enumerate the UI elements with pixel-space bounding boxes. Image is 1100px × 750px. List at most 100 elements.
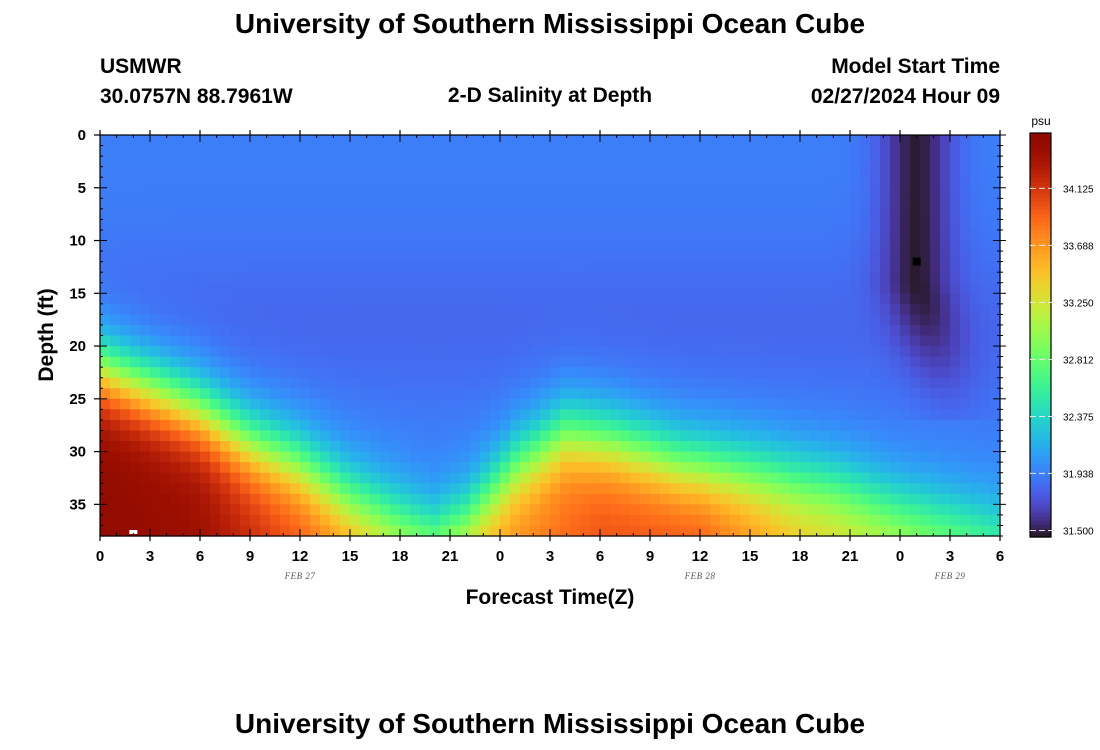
heatmap-cell bbox=[980, 229, 991, 242]
heatmap-cell bbox=[590, 419, 601, 432]
heatmap-cell bbox=[730, 314, 741, 326]
heatmap-cell bbox=[800, 240, 811, 252]
heatmap-cell bbox=[140, 229, 151, 242]
heatmap-cell bbox=[450, 314, 461, 326]
heatmap-cell bbox=[890, 514, 901, 527]
heatmap-cell bbox=[790, 272, 801, 284]
heatmap-cell bbox=[320, 419, 331, 432]
heatmap-cell bbox=[540, 240, 551, 252]
heatmap-cell bbox=[430, 187, 441, 199]
heatmap-cell bbox=[290, 388, 301, 400]
heatmap-cell bbox=[220, 493, 231, 505]
heatmap-cell bbox=[300, 462, 311, 474]
heatmap-cell bbox=[750, 493, 761, 505]
heatmap-cell bbox=[940, 261, 951, 273]
heatmap-cell bbox=[810, 156, 821, 168]
heatmap-cell bbox=[430, 388, 441, 400]
heatmap-cell bbox=[530, 282, 541, 294]
heatmap-cell bbox=[200, 525, 211, 537]
heatmap-cell bbox=[210, 441, 221, 453]
heatmap-cell bbox=[520, 282, 531, 294]
heatmap-cell bbox=[560, 145, 571, 157]
heatmap-cell bbox=[500, 251, 511, 263]
heatmap-cell bbox=[620, 251, 631, 263]
heatmap-cell bbox=[530, 472, 541, 484]
heatmap-cell bbox=[830, 462, 841, 474]
heatmap-cell bbox=[480, 198, 491, 210]
heatmap-cell bbox=[210, 377, 221, 389]
heatmap-cell bbox=[650, 514, 661, 527]
heatmap-cell bbox=[770, 282, 781, 294]
heatmap-cell bbox=[720, 367, 731, 379]
heatmap-cell bbox=[630, 324, 641, 337]
heatmap-cell bbox=[210, 229, 221, 242]
heatmap-cell bbox=[480, 346, 491, 358]
heatmap-cell bbox=[900, 388, 911, 400]
heatmap-cell bbox=[790, 261, 801, 273]
heatmap-cell bbox=[730, 472, 741, 484]
heatmap-cell bbox=[320, 282, 331, 294]
heatmap-cell bbox=[170, 177, 181, 189]
heatmap-cell bbox=[600, 282, 611, 294]
heatmap-cell bbox=[400, 198, 411, 210]
heatmap-cell bbox=[920, 409, 931, 421]
heatmap-cell bbox=[610, 293, 621, 305]
heatmap-cell bbox=[280, 261, 291, 273]
heatmap-cell bbox=[370, 430, 381, 442]
heatmap-cell bbox=[400, 419, 411, 432]
heatmap-cell bbox=[220, 419, 231, 432]
heatmap-cell bbox=[270, 504, 281, 516]
heatmap-cell bbox=[400, 483, 411, 495]
heatmap-cell bbox=[180, 166, 191, 178]
heatmap-cell bbox=[960, 430, 971, 442]
heatmap-cell bbox=[650, 462, 661, 474]
heatmap-cell bbox=[340, 229, 351, 242]
heatmap-cell bbox=[750, 314, 761, 326]
heatmap-cell bbox=[180, 135, 191, 147]
heatmap-cell bbox=[930, 504, 941, 516]
heatmap-cell bbox=[640, 229, 651, 242]
heatmap-cell bbox=[750, 219, 761, 231]
heatmap-cell bbox=[680, 335, 691, 347]
heatmap-cell bbox=[950, 409, 961, 421]
heatmap-cell bbox=[940, 229, 951, 242]
heatmap-cell bbox=[700, 240, 711, 252]
colorbar-swatch bbox=[1030, 318, 1051, 324]
heatmap-cell bbox=[480, 441, 491, 453]
heatmap-cell bbox=[750, 356, 761, 368]
heatmap-cell bbox=[130, 346, 141, 358]
heatmap-cell bbox=[370, 208, 381, 221]
heatmap-cell bbox=[160, 219, 171, 231]
heatmap-cell bbox=[100, 303, 111, 315]
heatmap-cell bbox=[650, 177, 661, 189]
heatmap-cell bbox=[550, 514, 561, 527]
heatmap-cell bbox=[140, 198, 151, 210]
heatmap-cell bbox=[340, 314, 351, 326]
heatmap-cell bbox=[940, 282, 951, 294]
heatmap-cell bbox=[420, 251, 431, 263]
heatmap-cell bbox=[600, 177, 611, 189]
heatmap-cell bbox=[610, 388, 621, 400]
heatmap-cell bbox=[400, 282, 411, 294]
heatmap-cell bbox=[130, 303, 141, 315]
heatmap-cell bbox=[270, 377, 281, 389]
heatmap-cell bbox=[870, 472, 881, 484]
heatmap-cell bbox=[250, 314, 261, 326]
heatmap-cell bbox=[340, 261, 351, 273]
heatmap-cell bbox=[900, 367, 911, 379]
heatmap-cell bbox=[110, 430, 121, 442]
heatmap-cell bbox=[550, 177, 561, 189]
heatmap-cell bbox=[840, 219, 851, 231]
heatmap-cell bbox=[510, 303, 521, 315]
heatmap-cell bbox=[540, 514, 551, 527]
heatmap-cell bbox=[440, 314, 451, 326]
heatmap-cell bbox=[280, 219, 291, 231]
heatmap-cell bbox=[690, 346, 701, 358]
heatmap-cell bbox=[790, 388, 801, 400]
heatmap-cell bbox=[260, 324, 271, 337]
heatmap-cell bbox=[550, 303, 561, 315]
heatmap-cell bbox=[670, 514, 681, 527]
heatmap-cell bbox=[900, 419, 911, 432]
heatmap-cell bbox=[200, 514, 211, 527]
heatmap-cell bbox=[560, 356, 571, 368]
